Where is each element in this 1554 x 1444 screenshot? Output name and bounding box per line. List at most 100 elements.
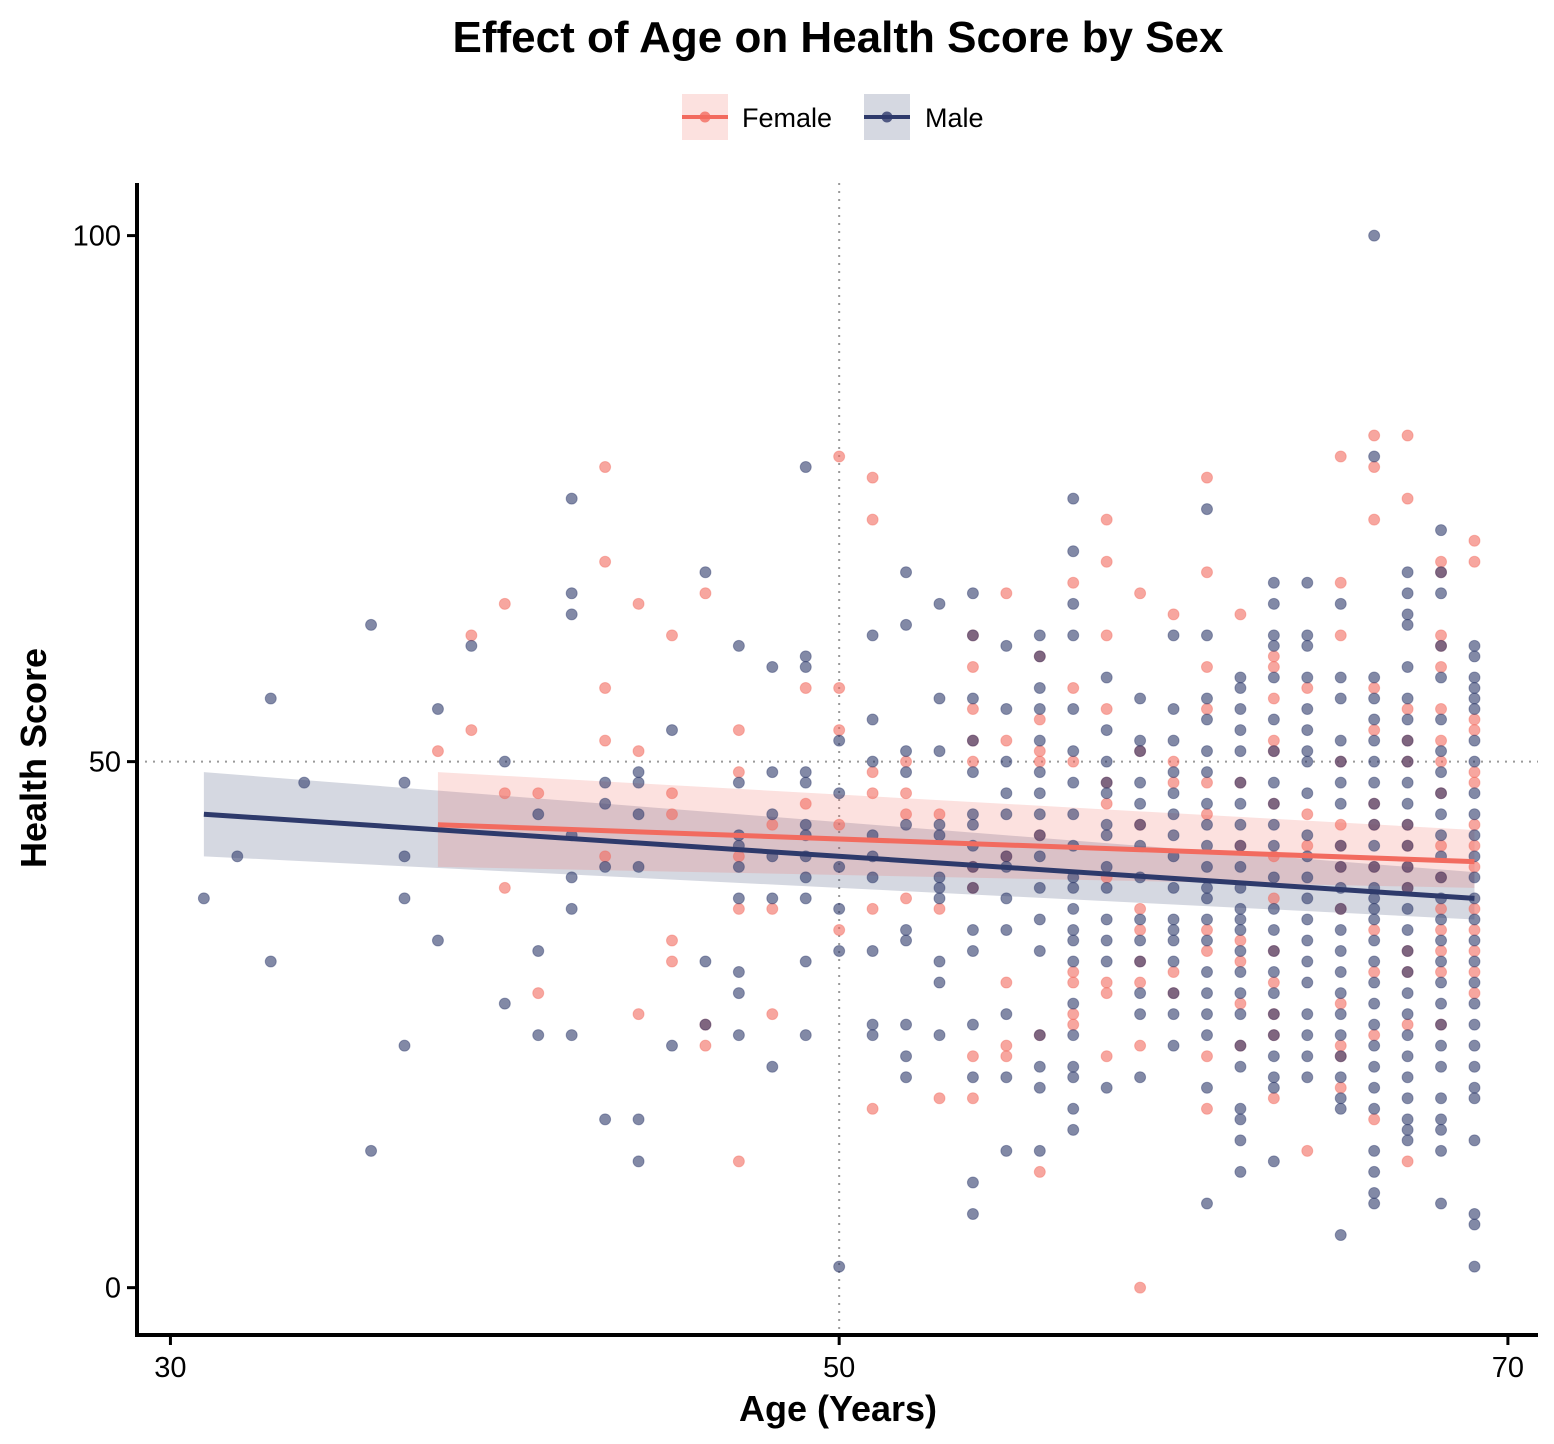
point-female [1200, 808, 1213, 821]
point-male [833, 945, 846, 957]
y-tick-label: 100 [73, 221, 121, 253]
point-female [1200, 703, 1213, 716]
point-male [1167, 829, 1180, 842]
point-female [665, 955, 678, 968]
point-male [1100, 755, 1113, 768]
axes: 30 50 70 0 50 100 [73, 183, 1538, 1384]
point-male [1401, 797, 1414, 810]
point-male [1334, 839, 1347, 852]
point-male [1067, 902, 1080, 915]
point-male [1167, 934, 1180, 947]
point-male [1435, 766, 1448, 779]
point-male [1435, 913, 1448, 926]
point-male [1067, 1102, 1080, 1115]
point-male [966, 587, 979, 600]
point-male [699, 955, 712, 968]
point-male [933, 955, 946, 968]
point-female [1368, 724, 1381, 737]
point-male [264, 692, 277, 705]
point-male [1301, 1050, 1314, 1063]
point-male [1368, 976, 1381, 989]
point-male [1134, 692, 1147, 705]
point-male [1401, 755, 1414, 768]
point-male [1200, 892, 1213, 905]
point-male [231, 850, 244, 863]
point-male [799, 776, 812, 789]
trend-line-male [203, 811, 1475, 901]
point-male [1435, 1123, 1448, 1136]
point-male [632, 1113, 645, 1126]
point-female [1100, 987, 1113, 1000]
point-male [1200, 745, 1213, 758]
point-male [1334, 1092, 1347, 1105]
point-male [1368, 1165, 1381, 1178]
point-male [933, 818, 946, 831]
point-male [1134, 955, 1147, 968]
point-female [866, 513, 879, 526]
point-female [1435, 755, 1448, 768]
point-female [665, 787, 678, 800]
point-female [900, 787, 913, 800]
point-male [1301, 724, 1314, 737]
point-male [1435, 829, 1448, 842]
point-male [1100, 1081, 1113, 1094]
point-male [799, 766, 812, 779]
point-male [1267, 776, 1280, 789]
point-male [1267, 597, 1280, 610]
point-male [1301, 629, 1314, 642]
point-female [933, 902, 946, 915]
trend-lines [203, 811, 1475, 901]
point-male [1000, 892, 1013, 905]
point-female [833, 681, 846, 694]
point-male [766, 808, 779, 821]
point-female [1033, 1165, 1046, 1178]
point-male [766, 892, 779, 905]
point-female [1067, 976, 1080, 989]
point-female [1067, 1008, 1080, 1021]
point-female [1468, 555, 1481, 568]
point-female [1033, 713, 1046, 726]
point-male [1301, 829, 1314, 842]
point-male [1368, 776, 1381, 789]
point-male [866, 871, 879, 884]
point-female [966, 660, 979, 673]
point-male [1134, 1008, 1147, 1021]
point-male [1234, 987, 1247, 1000]
point-male [1067, 934, 1080, 947]
point-male [1234, 797, 1247, 810]
point-male [1468, 1060, 1481, 1073]
point-female [498, 881, 511, 894]
point-female [1401, 1155, 1414, 1168]
point-male [900, 745, 913, 758]
point-male [1033, 1144, 1046, 1157]
point-male [1033, 1060, 1046, 1073]
point-male [1334, 755, 1347, 768]
point-male [1234, 745, 1247, 758]
y-tick-label: 50 [89, 747, 121, 779]
point-male [1033, 913, 1046, 926]
point-male [532, 808, 545, 821]
point-male [1401, 966, 1414, 979]
point-female [1200, 923, 1213, 936]
point-male [1267, 671, 1280, 684]
point-male [1067, 492, 1080, 505]
point-male [732, 1029, 745, 1042]
point-female [1134, 587, 1147, 600]
point-male [632, 808, 645, 821]
point-female [1334, 997, 1347, 1010]
point-female [866, 766, 879, 779]
point-male [1435, 713, 1448, 726]
point-male [197, 892, 210, 905]
point-male [1368, 755, 1381, 768]
point-female [1334, 576, 1347, 589]
point-male [1368, 450, 1381, 463]
point-male [966, 692, 979, 705]
point-male [1267, 871, 1280, 884]
point-male [1234, 945, 1247, 957]
point-male [1033, 629, 1046, 642]
point-male [1000, 755, 1013, 768]
point-female [1267, 660, 1280, 673]
point-male [1334, 945, 1347, 957]
plot-area [137, 183, 1538, 1335]
